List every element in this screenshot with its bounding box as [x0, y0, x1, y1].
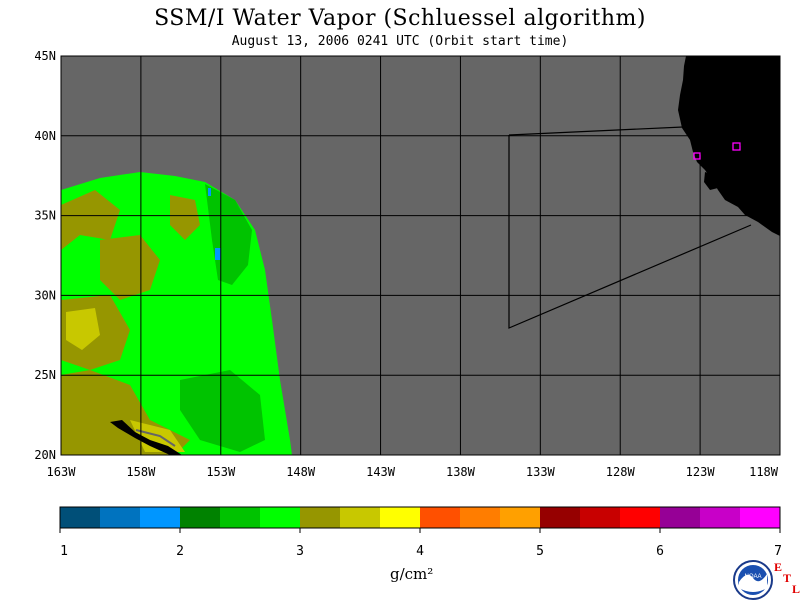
latitude-label: 25N	[34, 368, 56, 382]
map-title: SSM/I Water Vapor (Schluessel algorithm)	[154, 6, 646, 31]
etl-letter-t: T	[783, 571, 792, 585]
colorbar-tick-label: 3	[296, 544, 304, 559]
station-marker-czd	[693, 152, 701, 160]
colorbar	[59, 506, 781, 529]
colorbar-tick-label: 2	[176, 544, 184, 559]
longitude-label: 133W	[526, 465, 556, 479]
domain-outline	[508, 135, 752, 329]
latitude-label: 20N	[34, 448, 56, 462]
colorbar-unit: g/cm²	[390, 565, 434, 583]
colorbar-swatch	[300, 507, 341, 528]
longitude-label: 123W	[686, 465, 716, 479]
land-mass	[678, 56, 780, 236]
colorbar-tick-label: 5	[536, 544, 544, 559]
longitude-label: 158W	[126, 465, 156, 479]
station-marker-blu	[732, 142, 741, 151]
longitude-label: 148W	[286, 465, 316, 479]
colorbar-swatch	[380, 507, 421, 528]
longitude-labels: 163W 158W 153W 148W 143W 138W 133W 128W 123W 118W	[47, 465, 779, 479]
latitude-labels: 45N 40N 35N 30N 25N 20N	[34, 49, 56, 462]
colorbar-swatch	[580, 507, 621, 528]
latitude-label: 40N	[34, 129, 56, 143]
noaa-logo: NOAA	[733, 560, 773, 600]
colorbar-swatch	[660, 507, 701, 528]
station-label-blu: BLU	[740, 138, 758, 149]
colorbar-swatch	[60, 507, 101, 528]
svg-text:NOAA: NOAA	[744, 574, 761, 580]
longitude-label: 138W	[446, 465, 476, 479]
colorbar-swatch	[260, 507, 301, 528]
colorbar-tick-label: 6	[656, 544, 664, 559]
colorbar-swatch	[420, 507, 461, 528]
longitude-label: 153W	[206, 465, 236, 479]
map-frame	[60, 55, 781, 456]
latitude-label: 35N	[34, 209, 56, 223]
colorbar-swatch	[220, 507, 261, 528]
colorbar-swatch	[500, 507, 541, 528]
etl-letter-e: E	[774, 560, 783, 574]
station-label-czd: CZD	[700, 149, 718, 160]
longitude-label: 163W	[47, 465, 77, 479]
colorbar-tick-label: 4	[416, 544, 424, 559]
colorbar-tick-label: 7	[774, 544, 782, 559]
water-vapor-swath	[61, 172, 292, 455]
colorbar-swatch	[180, 507, 221, 528]
colorbar-ticks: 1 2 3 4 5 6 7	[59, 528, 782, 559]
colorbar-swatch	[740, 507, 781, 528]
colorbar-swatch	[140, 507, 181, 528]
map-subtitle: August 13, 2006 0241 UTC (Orbit start ti…	[231, 34, 569, 49]
colorbar-swatch	[540, 507, 581, 528]
colorbar-swatch	[700, 507, 741, 528]
longitude-label: 128W	[606, 465, 636, 479]
colorbar-tick-label: 1	[60, 544, 68, 559]
colorbar-swatch	[100, 507, 141, 528]
latitude-label: 45N	[34, 49, 56, 63]
etl-letter-l: L	[792, 582, 800, 596]
longitude-label: 118W	[749, 465, 779, 479]
colorbar-swatch	[620, 507, 661, 528]
latitude-label: 30N	[34, 288, 56, 302]
longitude-label: 143W	[366, 465, 396, 479]
colorbar-swatch	[460, 507, 501, 528]
colorbar-swatch	[340, 507, 381, 528]
